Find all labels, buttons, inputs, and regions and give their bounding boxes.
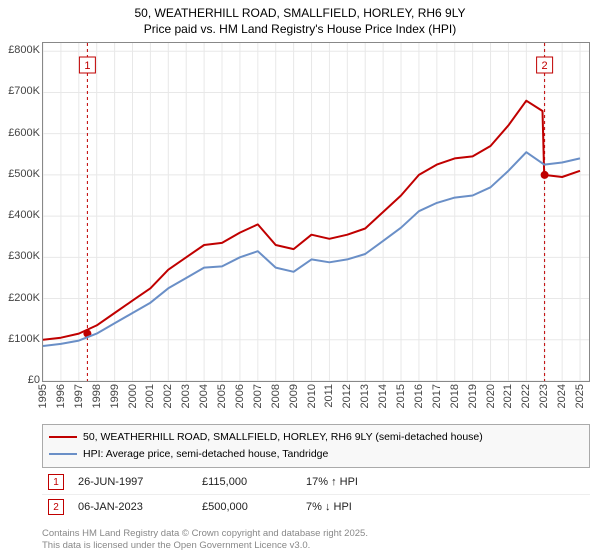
legend-label: 50, WEATHERHILL ROAD, SMALLFIELD, HORLEY… bbox=[83, 429, 483, 446]
event-row: 1 26-JUN-1997 £115,000 17% ↑ HPI bbox=[42, 470, 590, 494]
chart-container: 50, WEATHERHILL ROAD, SMALLFIELD, HORLEY… bbox=[0, 0, 600, 560]
x-tick-label: 2017 bbox=[431, 384, 443, 408]
x-tick-label: 2000 bbox=[127, 384, 139, 408]
title-line2: Price paid vs. HM Land Registry's House … bbox=[0, 22, 600, 38]
x-tick-label: 2016 bbox=[413, 384, 425, 408]
plot-svg: 12 bbox=[43, 43, 589, 381]
event-delta: 7% ↓ HPI bbox=[306, 501, 416, 513]
x-tick-label: 2020 bbox=[485, 384, 497, 408]
y-tick-label: £0 bbox=[0, 374, 40, 386]
x-tick-label: 2004 bbox=[198, 384, 210, 408]
x-tick-label: 1996 bbox=[55, 384, 67, 408]
event-date: 26-JUN-1997 bbox=[78, 476, 188, 488]
legend-label: HPI: Average price, semi-detached house,… bbox=[83, 446, 328, 463]
legend-item: HPI: Average price, semi-detached house,… bbox=[49, 446, 583, 463]
x-tick-label: 2024 bbox=[556, 384, 568, 408]
legend-item: 50, WEATHERHILL ROAD, SMALLFIELD, HORLEY… bbox=[49, 429, 583, 446]
x-tick-label: 2015 bbox=[395, 384, 407, 408]
chart-title: 50, WEATHERHILL ROAD, SMALLFIELD, HORLEY… bbox=[0, 0, 600, 37]
x-tick-label: 1998 bbox=[91, 384, 103, 408]
x-tick-label: 2014 bbox=[377, 384, 389, 408]
x-tick-label: 2010 bbox=[306, 384, 318, 408]
legend-swatch bbox=[49, 436, 77, 438]
x-tick-label: 1999 bbox=[109, 384, 121, 408]
x-tick-label: 1997 bbox=[73, 384, 85, 408]
x-tick-label: 2021 bbox=[502, 384, 514, 408]
legend: 50, WEATHERHILL ROAD, SMALLFIELD, HORLEY… bbox=[42, 424, 590, 468]
x-tick-label: 2019 bbox=[467, 384, 479, 408]
event-price: £500,000 bbox=[202, 501, 292, 513]
event-marker-icon: 2 bbox=[48, 499, 64, 515]
x-tick-label: 2005 bbox=[216, 384, 228, 408]
footer-line1: Contains HM Land Registry data © Crown c… bbox=[42, 528, 590, 540]
y-tick-label: £600K bbox=[0, 127, 40, 139]
x-tick-label: 2012 bbox=[341, 384, 353, 408]
x-tick-label: 2007 bbox=[252, 384, 264, 408]
x-tick-label: 2001 bbox=[144, 384, 156, 408]
x-tick-label: 1995 bbox=[37, 384, 49, 408]
legend-swatch bbox=[49, 453, 77, 455]
event-row: 2 06-JAN-2023 £500,000 7% ↓ HPI bbox=[42, 494, 590, 519]
x-tick-label: 2009 bbox=[288, 384, 300, 408]
y-tick-label: £300K bbox=[0, 250, 40, 262]
y-tick-label: £700K bbox=[0, 85, 40, 97]
x-tick-label: 2003 bbox=[180, 384, 192, 408]
event-date: 06-JAN-2023 bbox=[78, 501, 188, 513]
svg-text:2: 2 bbox=[542, 60, 548, 72]
x-tick-label: 2002 bbox=[162, 384, 174, 408]
event-price: £115,000 bbox=[202, 476, 292, 488]
x-tick-label: 2011 bbox=[323, 384, 335, 408]
x-tick-label: 2006 bbox=[234, 384, 246, 408]
footer: Contains HM Land Registry data © Crown c… bbox=[42, 528, 590, 553]
event-marker-icon: 1 bbox=[48, 474, 64, 490]
x-tick-label: 2023 bbox=[538, 384, 550, 408]
footer-line2: This data is licensed under the Open Gov… bbox=[42, 540, 590, 552]
x-tick-label: 2013 bbox=[359, 384, 371, 408]
event-delta: 17% ↑ HPI bbox=[306, 476, 416, 488]
title-line1: 50, WEATHERHILL ROAD, SMALLFIELD, HORLEY… bbox=[0, 6, 600, 22]
events-table: 1 26-JUN-1997 £115,000 17% ↑ HPI 2 06-JA… bbox=[42, 470, 590, 519]
plot-area: 12 bbox=[42, 42, 590, 382]
svg-text:1: 1 bbox=[84, 60, 90, 72]
x-tick-label: 2018 bbox=[449, 384, 461, 408]
y-tick-label: £100K bbox=[0, 333, 40, 345]
x-tick-label: 2008 bbox=[270, 384, 282, 408]
y-tick-label: £200K bbox=[0, 292, 40, 304]
y-tick-label: £800K bbox=[0, 44, 40, 56]
y-tick-label: £400K bbox=[0, 209, 40, 221]
x-tick-label: 2025 bbox=[574, 384, 586, 408]
x-tick-label: 2022 bbox=[520, 384, 532, 408]
y-tick-label: £500K bbox=[0, 168, 40, 180]
